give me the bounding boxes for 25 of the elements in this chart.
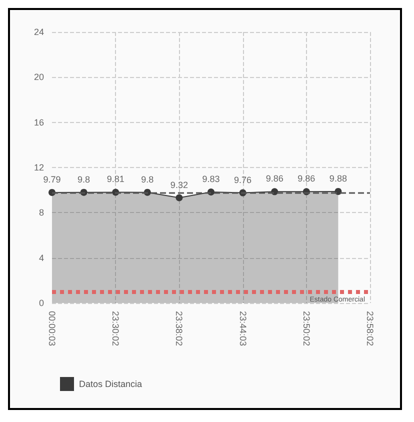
data-label: 9.32 xyxy=(170,180,188,190)
y-tick-label: 20 xyxy=(34,72,44,82)
y-tick-label: 12 xyxy=(34,162,44,172)
y-tick-label: 0 xyxy=(38,298,44,308)
x-tick-label: 23:58:02 xyxy=(365,311,375,346)
data-label: 9.8 xyxy=(141,174,154,184)
data-label: 9.83 xyxy=(202,174,220,184)
x-tick-label: 23:30:02 xyxy=(110,311,121,346)
x-tick-label: 00:00:03 xyxy=(47,311,57,346)
data-label: 9.76 xyxy=(234,174,252,185)
x-tick-label: 23:44:03 xyxy=(238,311,248,346)
legend-label: Datos Distancia xyxy=(79,379,142,389)
y-tick-label: 4 xyxy=(38,252,44,263)
data-label: 9.79 xyxy=(43,174,61,184)
y-tick-label: 8 xyxy=(38,208,44,218)
point xyxy=(176,194,183,202)
data-label: 9.86 xyxy=(298,174,316,184)
y-tick-label: 24 xyxy=(34,27,44,37)
data-label: 9.88 xyxy=(329,173,347,184)
x-tick-label: 23:38:02 xyxy=(174,311,184,346)
y-tick-label: 16 xyxy=(34,117,44,128)
data-label: 9.8 xyxy=(78,174,90,184)
data-label: 9.81 xyxy=(106,174,124,184)
x-tick-label: 23:50:02 xyxy=(301,311,312,346)
data-label: 9.86 xyxy=(266,174,284,184)
